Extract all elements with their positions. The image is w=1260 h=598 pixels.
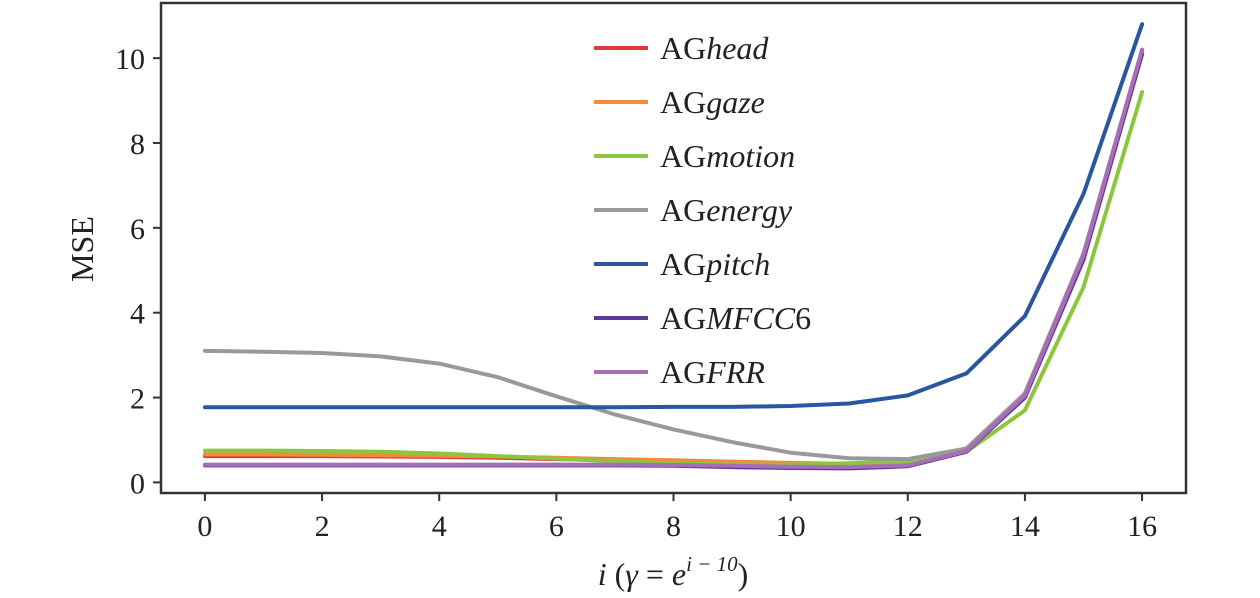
x-tick-label: 2 [315, 510, 330, 543]
series-line-pitch [202, 22, 1145, 410]
legend-label: AGpitch [660, 246, 770, 282]
legend-label: AGFRR [660, 354, 765, 390]
x-tick-label: 8 [666, 510, 681, 543]
x-tick-label: 12 [893, 510, 923, 543]
legend-label: AGenergy [660, 192, 793, 228]
legend-item-mfcc: AGMFCC6 [594, 300, 811, 336]
y-tick-label: 8 [130, 128, 145, 161]
x-tick-label: 16 [1127, 510, 1157, 543]
x-axis-ticks: 0 2 4 6 8 10 12 14 16 [197, 493, 1157, 543]
legend-item-head: AGhead [594, 30, 769, 66]
series-lines [202, 22, 1145, 471]
legend-label: AGMFCC6 [660, 300, 811, 336]
y-axis-ticks: 0 2 4 6 8 10 [115, 43, 161, 500]
x-tick-label: 6 [549, 510, 564, 543]
x-tick-label: 10 [776, 510, 806, 543]
legend: AGhead AGgaze AGmotion AGenergy AGpitch AGMFC… [594, 30, 811, 390]
x-tick-label: 14 [1010, 510, 1040, 543]
legend-label: AGgaze [660, 84, 765, 120]
legend-label: AGmotion [660, 138, 795, 174]
x-tick-label: 4 [432, 510, 447, 543]
y-tick-label: 10 [115, 43, 145, 76]
x-axis-label: i (γ = ei − 10) [598, 552, 749, 592]
y-tick-label: 4 [130, 298, 145, 331]
y-tick-label: 2 [130, 383, 145, 416]
x-tick-label: 0 [197, 510, 212, 543]
y-tick-label: 6 [130, 213, 145, 246]
legend-item-motion: AGmotion [594, 138, 795, 174]
series-line-frr [202, 47, 1145, 470]
legend-item-pitch: AGpitch [594, 246, 770, 282]
legend-item-frr: AGFRR [594, 354, 765, 390]
y-axis-label: MSE [64, 216, 100, 282]
legend-item-gaze: AGgaze [594, 84, 765, 120]
legend-label: AGhead [660, 30, 769, 66]
y-tick-label: 0 [130, 467, 145, 500]
legend-item-energy: AGenergy [594, 192, 793, 228]
